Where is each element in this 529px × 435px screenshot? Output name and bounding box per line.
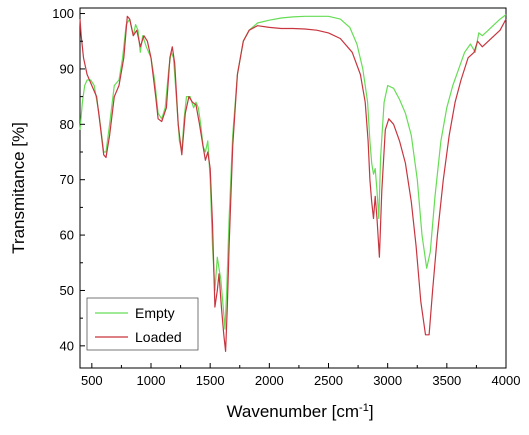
y-tick-label: 70 — [60, 172, 74, 187]
y-tick-label: 50 — [60, 283, 74, 298]
y-tick-label: 90 — [60, 61, 74, 76]
legend: Empty Loaded — [86, 297, 199, 351]
series-line-loaded — [79, 15, 507, 352]
x-tick-label: 500 — [81, 373, 103, 388]
x-tick-label: 3500 — [432, 373, 461, 388]
legend-label-loaded: Loaded — [135, 329, 182, 345]
y-tick-label: 60 — [60, 228, 74, 243]
y-axis-title: Transmitance [%] — [9, 122, 28, 254]
x-tick-label: 2500 — [314, 373, 343, 388]
series-line-empty — [79, 14, 507, 330]
x-tick-label: 3000 — [373, 373, 402, 388]
y-tick-label: 100 — [52, 6, 74, 21]
legend-label-empty: Empty — [135, 305, 175, 321]
x-tick-label: 4000 — [492, 373, 521, 388]
y-axis: 40 50 60 70 80 90 100 — [52, 6, 85, 353]
x-tick-label: 2000 — [255, 373, 284, 388]
y-tick-label: 40 — [60, 338, 74, 353]
x-tick-label: 1500 — [196, 373, 225, 388]
x-axis: 500 1000 1500 2000 2500 3000 3500 4000 — [81, 363, 520, 388]
y-tick-label: 80 — [60, 117, 74, 132]
series-group — [79, 14, 507, 352]
legend-box — [86, 297, 199, 351]
x-axis-title: Wavenumber [cm-1] — [226, 402, 373, 421]
x-tick-label: 1000 — [137, 373, 166, 388]
